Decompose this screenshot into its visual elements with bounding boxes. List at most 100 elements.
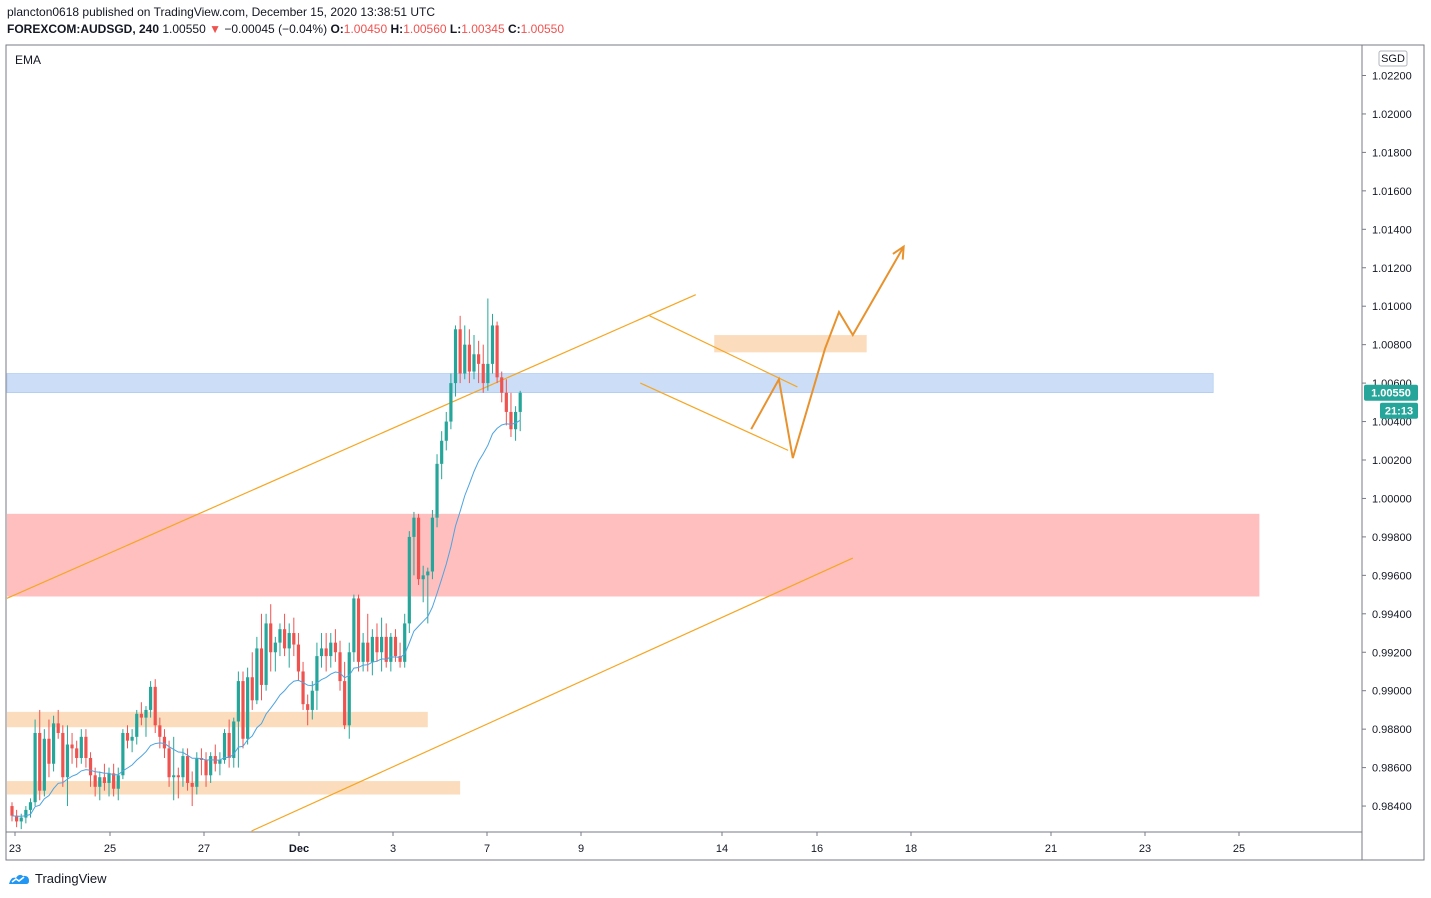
candle-83 [393, 629, 398, 662]
candle-101 [477, 340, 481, 384]
candle-body [107, 773, 111, 783]
candle-70 [333, 629, 337, 662]
candle-28 [139, 702, 143, 726]
candle-body [352, 598, 356, 653]
candle-body [70, 744, 74, 749]
tradingview-brand: TradingView [35, 871, 107, 886]
candle-14 [75, 740, 79, 768]
candle-5 [33, 719, 37, 807]
chart-frame [5, 44, 1425, 861]
candle-47 [227, 719, 231, 768]
candle-12 [65, 725, 70, 807]
currency-box[interactable] [1378, 50, 1408, 67]
candle-11 [61, 725, 65, 787]
candle-body [366, 642, 370, 662]
candle-body [278, 629, 282, 643]
candle-17 [88, 752, 93, 787]
candle-body [407, 536, 411, 624]
candle-body [153, 686, 157, 726]
open-value: 1.00450 [343, 22, 388, 36]
price-tick-label: 1.01800 [1372, 147, 1412, 159]
candle-body [416, 517, 421, 580]
time-tick-label: 27 [198, 843, 210, 855]
indicator-label[interactable]: EMA [15, 53, 41, 67]
symbol-legend: FOREXCOM:AUDSGD, 240 1.00550 ▼ −0.00045 … [7, 22, 564, 36]
candle-body [347, 652, 351, 726]
low-label: L: [449, 22, 462, 36]
price-tick-label: 1.01600 [1372, 186, 1412, 198]
candle-body [338, 652, 342, 682]
candle-15 [79, 729, 83, 764]
candle-body [93, 775, 97, 787]
currency-label: SGD [1381, 53, 1405, 65]
candle-body [24, 809, 28, 818]
price-tick-label: 0.98400 [1372, 801, 1412, 813]
candle-59 [282, 613, 287, 657]
candle-body [116, 775, 120, 789]
high-value: 1.00560 [403, 22, 447, 36]
candle-105 [495, 321, 499, 384]
candle-43 [209, 752, 213, 783]
candle-body [236, 681, 240, 722]
candle-10 [56, 709, 60, 739]
price-tick-label: 1.00000 [1372, 493, 1412, 505]
candle-6 [38, 709, 42, 801]
candle-51 [246, 667, 250, 745]
candle-95 [449, 373, 453, 430]
candle-body [255, 648, 259, 701]
zone-orange-4 [7, 781, 461, 795]
price-axis[interactable]: 1.02200 1.02000 1.01800 1.01600 1.01400 1.012… [1362, 71, 1412, 814]
candle-body [440, 440, 444, 464]
candle-87 [412, 511, 416, 576]
candle-body [375, 636, 379, 653]
tradingview-footer[interactable]: TradingView [7, 871, 107, 886]
candle-body [232, 721, 236, 758]
countdown-badge-value: 21:13 [1385, 406, 1413, 418]
candle-body [33, 732, 37, 803]
symbol-name[interactable]: FOREXCOM:AUDSGD, 240 [7, 22, 160, 36]
candle-77 [366, 613, 370, 672]
candle-body [463, 344, 467, 374]
candle-body [241, 681, 245, 739]
time-tick-label: 21 [1045, 843, 1057, 855]
candle-body [204, 759, 208, 776]
countdown-badge-bg [1380, 402, 1418, 419]
candle-20 [102, 763, 106, 791]
zone-orange-2 [714, 335, 867, 353]
candle-body [481, 363, 485, 384]
candle-body [319, 648, 324, 657]
candle-body [42, 738, 46, 791]
last-price: 1.00550 [162, 22, 206, 36]
arrow-head-icon [892, 244, 905, 260]
candle-57 [273, 636, 277, 672]
candle-body [259, 648, 264, 685]
zone-red-1 [7, 513, 1260, 597]
candles[interactable] [10, 298, 522, 830]
candle-body [477, 354, 481, 364]
price-tick-label: 0.99400 [1372, 609, 1412, 621]
candle-body [361, 642, 365, 662]
price-tick-label: 0.99800 [1372, 532, 1412, 544]
candle-body [65, 744, 70, 778]
trendlines [6, 294, 854, 832]
candle-body [222, 732, 227, 760]
candle-62 [296, 633, 301, 682]
zones [6, 335, 1260, 795]
candle-body [333, 642, 337, 653]
candle-body [430, 517, 435, 572]
candle-30 [149, 681, 153, 718]
time-tick-label: 23 [9, 843, 21, 855]
candle-body [306, 704, 310, 710]
candle-body [421, 575, 425, 580]
time-tick-label: 25 [104, 843, 116, 855]
price-badge: 1.00550 21:13 [1364, 384, 1418, 419]
candle-42 [204, 752, 208, 787]
candle-body [486, 363, 490, 384]
candle-69 [329, 633, 333, 668]
time-axis[interactable]: 23 25 27 Dec 3 7 9 14 16 18 21 23 25 [9, 832, 1245, 855]
candle-93 [440, 431, 444, 480]
time-tick-label: 3 [390, 843, 396, 855]
zone-orange-3 [7, 711, 428, 728]
close-value: 1.00550 [520, 22, 565, 36]
